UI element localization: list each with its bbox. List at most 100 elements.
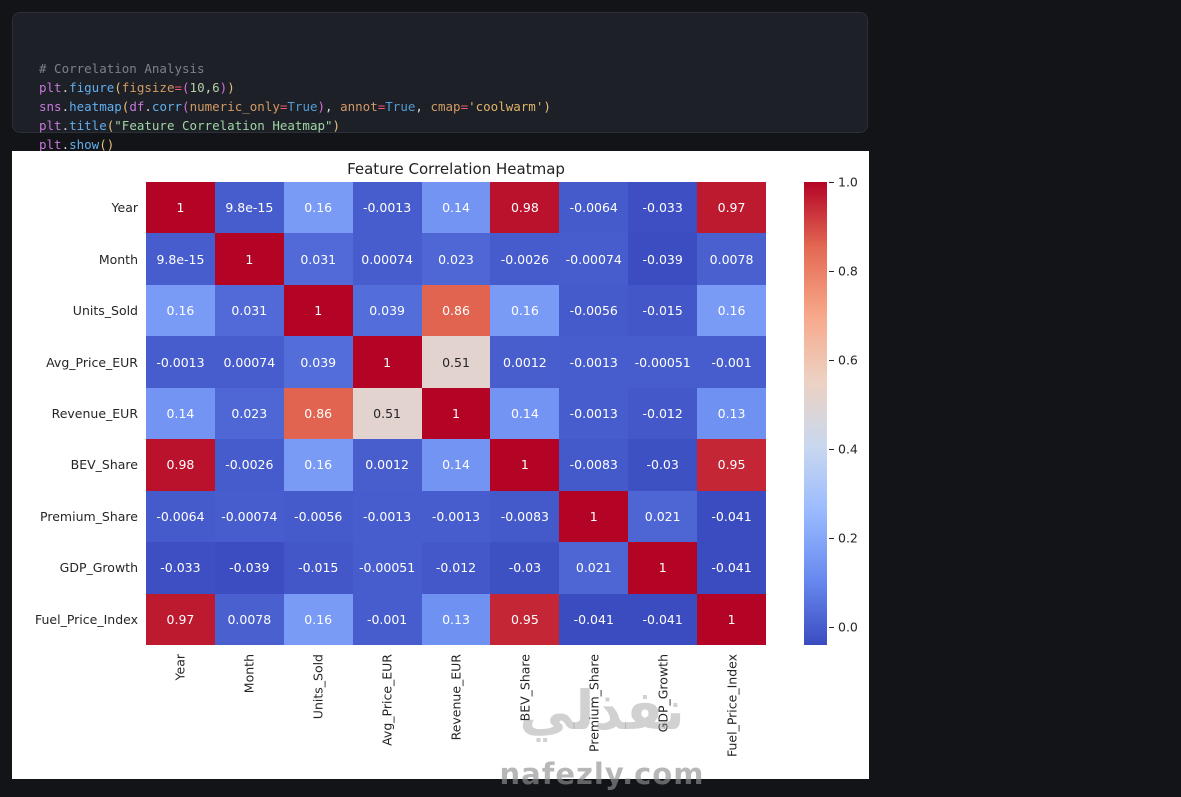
heatmap-cell: 0.16 (283, 593, 353, 645)
watermark-logo: نفذلي (519, 679, 685, 742)
heatmap-cell: -0.0064 (146, 490, 215, 543)
heatmap-cell: 1 (352, 336, 422, 388)
heatmap-cell: 0.16 (283, 182, 353, 234)
heatmap-cell: -0.0056 (559, 284, 629, 337)
heatmap-cell: 0.16 (283, 439, 353, 491)
heatmap-cell: -0.00051 (628, 336, 698, 388)
heatmap-cell: -0.012 (421, 542, 491, 594)
colorbar-tick (829, 182, 834, 184)
col-label: Year (172, 654, 188, 681)
heatmap-cell: -0.0083 (490, 490, 560, 543)
col-label: Units_Sold (310, 654, 326, 720)
heatmap-cell: 1 (559, 490, 629, 543)
heatmap-cell: -0.0013 (559, 336, 629, 388)
col-label: Month (241, 654, 257, 694)
heatmap-cell: 0.16 (146, 284, 215, 337)
heatmap-cell: -0.0013 (146, 336, 215, 388)
row-label: Units_Sold (72, 303, 138, 319)
row-label: Fuel_Price_Index (35, 611, 138, 627)
colorbar-tick (829, 626, 834, 629)
heatmap-cell: 0.51 (421, 336, 491, 388)
heatmap-cell: -0.0013 (352, 490, 422, 543)
row-label: Year (111, 200, 138, 216)
heatmap-cell: -0.0013 (559, 387, 629, 440)
heatmap-cell: -0.041 (559, 593, 629, 645)
heatmap-cell: 0.00074 (214, 336, 284, 388)
heatmap-cell: 0.51 (352, 387, 422, 440)
heatmap-cell: 0.86 (421, 284, 491, 337)
row-label: Premium_Share (40, 508, 138, 524)
heatmap-cell: -0.00074 (214, 490, 284, 543)
colorbar-tick (829, 359, 834, 362)
colorbar-tick-label: 0.6 (838, 352, 858, 368)
heatmap-cell: 0.021 (628, 490, 698, 543)
heatmap-cell: 0.13 (421, 593, 491, 645)
colorbar (804, 182, 827, 645)
heatmap-cell: 0.023 (421, 233, 491, 285)
heatmap-cell: -0.0026 (214, 439, 284, 491)
code-lines: # Correlation Analysis plt.figure(figsize… (39, 59, 867, 154)
heatmap-cell: 0.031 (283, 233, 353, 285)
heatmap-cell: 0.16 (697, 284, 766, 337)
heatmap-cell: 9.8e-15 (146, 233, 215, 285)
heatmap-cell: -0.012 (628, 387, 698, 440)
code-line: plt.figure(figsize=(10,6)) (39, 80, 235, 95)
colorbar-tick-label: 1.0 (838, 174, 858, 190)
colorbar-tick-label: 0.4 (838, 441, 858, 457)
heatmap-cell: -0.015 (628, 284, 698, 337)
heatmap-cell: 0.13 (697, 387, 766, 440)
heatmap-cell: -0.039 (628, 233, 698, 285)
heatmap-cell: -0.041 (697, 490, 766, 543)
heatmap-cell: -0.00051 (352, 542, 422, 594)
heatmap-cell: 0.023 (214, 387, 284, 440)
heatmap-cell: 1 (283, 284, 353, 337)
row-label: Avg_Price_EUR (46, 354, 138, 370)
heatmap-cell: 1 (421, 387, 491, 440)
heatmap-cell: 0.86 (283, 387, 353, 440)
heatmap-cell: -0.001 (352, 593, 422, 645)
heatmap-cell: 0.039 (283, 336, 353, 388)
heatmap-cell: 0.14 (421, 439, 491, 491)
code-line: plt.title("Feature Correlation Heatmap") (39, 118, 341, 133)
heatmap-cell: -0.03 (628, 439, 698, 491)
colorbar-tick-label: 0.2 (838, 530, 858, 546)
watermark-site-text: nafezly.com (499, 757, 705, 791)
heatmap-cell: -0.039 (214, 542, 284, 594)
heatmap-cell: -0.015 (283, 542, 353, 594)
heatmap-cell: 0.98 (490, 182, 560, 234)
heatmap-cell: -0.041 (628, 593, 698, 645)
heatmap-cell: 0.0078 (214, 593, 284, 645)
heatmap-cell: -0.001 (697, 336, 766, 388)
colorbar-tick (829, 448, 834, 451)
heatmap-cell: 0.039 (352, 284, 422, 337)
heatmap-cell: 0.021 (559, 542, 629, 594)
heatmap-cell: 0.97 (146, 593, 215, 645)
heatmap-cell: -0.033 (628, 182, 698, 234)
heatmap-cell: -0.0013 (421, 490, 491, 543)
heatmap-cell: 0.95 (697, 439, 766, 491)
code-cell[interactable]: # Correlation Analysis plt.figure(figsize… (12, 12, 868, 152)
heatmap-cell: 9.8e-15 (214, 182, 284, 234)
chart-title: Feature Correlation Heatmap (347, 160, 565, 178)
code-line: sns.heatmap(df.corr(numeric_only=True), … (39, 99, 551, 114)
colorbar-tick (829, 537, 834, 540)
heatmap-cell: -0.0056 (283, 490, 353, 543)
heatmap-cell: 0.031 (214, 284, 284, 337)
heatmap-cell: 0.14 (490, 387, 560, 440)
row-label: GDP_Growth (59, 560, 138, 576)
heatmap-cell: -0.0083 (559, 439, 629, 491)
heatmap-cell: 0.14 (421, 182, 491, 234)
heatmap-cell: 1 (628, 542, 698, 594)
heatmap-cell: 0.0012 (490, 336, 560, 388)
colorbar-tick (829, 270, 834, 273)
heatmap-cell: 0.0012 (352, 439, 422, 491)
heatmap-cell: -0.0013 (352, 182, 422, 234)
heatmap-cell: 0.97 (697, 182, 766, 234)
code-line: plt.show() (39, 137, 115, 152)
code-line: # Correlation Analysis (39, 61, 205, 76)
heatmap-cell: -0.00074 (559, 233, 629, 285)
heatmap-cell: -0.041 (697, 542, 766, 594)
heatmap-cell: 0.95 (490, 593, 560, 645)
heatmap-cell: -0.033 (146, 542, 215, 594)
